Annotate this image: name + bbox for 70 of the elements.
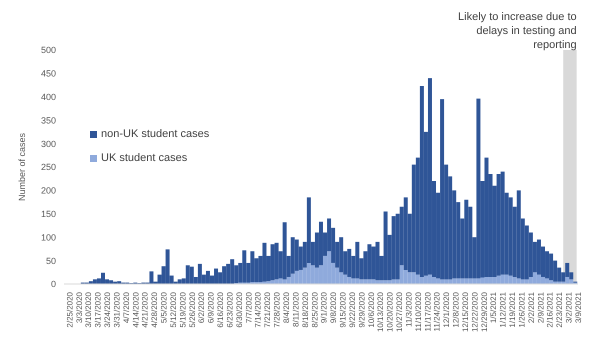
x-tick-label: 1/19/2021 [508,291,518,328]
x-tick-label: 5/19/2020 [178,291,188,328]
x-tick-label: 10/6/2020 [366,291,376,328]
y-tick-label: 50 [46,256,56,266]
x-tick-label: 11/10/2020 [414,291,423,332]
x-tick-label: 9/8/2020 [329,291,338,324]
x-tick-label: 7/14/2020 [254,291,263,328]
y-tick-label: 200 [40,186,56,196]
x-tick-label: 4/7/2020 [122,291,131,324]
x-tick-label: 10/27/2020 [395,291,404,332]
x-tick-label: 2/25/2020 [65,291,74,328]
x-tick-label: 1/5/2021 [489,291,498,324]
x-tick-label: 6/23/2020 [225,291,234,328]
x-tick-label: 4/14/2020 [131,291,140,328]
x-tick-label: 8/25/2020 [310,291,320,328]
x-tick-label: 5/5/2020 [160,291,169,324]
y-axis-title: Number of cases [17,132,28,202]
x-tick-label: 11/17/2020 [423,291,432,332]
x-tick-label: 3/31/2020 [112,291,122,328]
x-tick-label: 8/18/2020 [300,291,310,328]
x-tick-label: 3/17/2020 [94,291,103,328]
x-tick-label: 3/2/2021 [564,291,574,324]
x-tick-label: 2/2/2021 [526,291,536,324]
x-tick-label: 6/16/2020 [216,291,226,328]
x-tick-label: 9/29/2020 [357,291,366,328]
x-tick-label: 8/4/2020 [282,291,292,324]
x-tick-label: 12/15/2020 [460,291,470,332]
x-tick-label: 5/12/2020 [168,291,178,328]
legend-label: UK student cases [101,152,188,164]
x-tick-label: 9/22/2020 [348,291,357,328]
y-tick-label: 300 [40,138,56,149]
x-tick-label: 1/26/2021 [517,291,526,328]
y-tick-label: 150 [40,208,56,219]
y-tick-label: 400 [40,92,56,102]
x-tick-label: 3/3/2020 [74,291,84,324]
x-tick-label: 10/20/2020 [386,291,395,332]
x-tick-label: 11/3/2020 [404,291,414,327]
y-tick-label: 250 [40,162,56,172]
x-tick-label: 3/10/2020 [84,291,94,328]
x-tick-label: 11/24/2020 [432,291,442,332]
x-tick-label: 12/29/2020 [480,291,489,332]
x-tick-label: 7/28/2020 [272,291,282,328]
x-tick-label: 12/1/2020 [442,291,452,328]
x-tick-label: 12/22/2020 [470,291,480,332]
x-tick-label: 8/11/2020 [291,291,300,327]
y-tick-label: 100 [40,232,56,242]
x-tick-label: 2/16/2021 [546,291,555,328]
y-tick-label: 450 [40,68,56,79]
x-tick-label: 6/9/2020 [206,291,216,324]
x-tick-label: 1/12/2021 [498,291,508,328]
x-tick-label: 9/15/2020 [338,291,348,328]
x-tick-label: 12/8/2020 [452,291,461,328]
x-tick-label: 2/9/2021 [536,291,546,324]
x-tick-label: 9/1/2020 [320,291,329,324]
x-tick-label: 3/9/2021 [574,291,583,324]
x-tick-label: 7/7/2020 [244,291,254,324]
band-label: Likely to increase due to delays in testing and reporting [457,10,577,52]
x-tick-label: 6/2/2020 [197,291,206,324]
legend-label: non-UK student cases [101,128,210,140]
y-tick-label: 350 [40,115,56,126]
x-tick-label: 6/30/2020 [234,291,244,328]
x-tick-label: 4/28/2020 [150,291,160,328]
x-tick-label: 7/21/2020 [263,291,272,328]
x-tick-label: 2/23/2021 [555,291,564,328]
x-tick-label: 4/21/2020 [140,291,150,328]
y-tick-label: 500 [40,45,56,56]
x-tick-label: 10/13/2020 [376,291,386,332]
x-tick-label: 5/26/2020 [188,291,197,328]
x-tick-label: 3/24/2020 [103,291,112,328]
y-tick-label: 0 [50,279,56,290]
